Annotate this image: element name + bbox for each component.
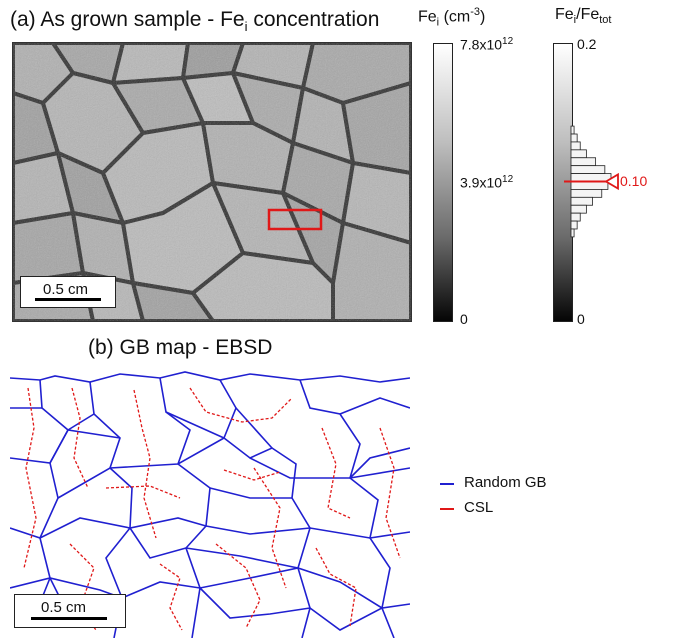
scalebar-a-line [35,298,101,301]
scalebar-b: 0.5 cm [14,594,126,628]
histogram-bar [570,141,581,151]
legend-label-random-gb: Random GB [464,474,547,491]
histogram-bar [570,165,606,174]
histogram [564,125,619,238]
histogram-bar [570,133,578,143]
histogram-title-sub1: i [573,14,577,27]
colorbar-tick-bottom: 0 [460,311,468,327]
panel-a-title-tail: concentration [247,8,380,31]
panel-a-title: (a) As grown sample - Fei concentration [10,8,379,34]
colorbar-tick-mid-exp: 12 [502,174,514,185]
csl-lines [23,387,401,631]
scalebar-b-label: 0.5 cm [41,599,87,616]
histogram-bar [570,181,609,190]
histogram-bar [570,212,581,222]
histogram-bar [570,125,575,135]
colorbar-tick-top: 7.8x1012 [460,36,513,53]
legend-swatch-csl [440,508,454,510]
histogram-bar [570,157,597,167]
histogram-marker-label: 0.10 [620,173,648,189]
colorbar-title-unit: (cm [439,8,471,26]
legend-label-csl: CSL [464,499,494,516]
histogram-marker-arrow [604,172,619,191]
histogram-bar [570,173,612,182]
histogram-title: Fei/Fetot [555,6,611,26]
colorbar-title-main: Fe [418,8,437,26]
grain-image [13,43,411,321]
histogram-bar [570,189,603,198]
panel-b-title: (b) GB map - EBSD [88,336,273,359]
colorbar [433,43,453,322]
histogram-tick-top: 0.2 [577,36,597,52]
histogram-title-main: Fe [555,6,574,23]
panel-a-title-sub: i [244,19,248,35]
scalebar-a: 0.5 cm [20,276,116,308]
legend-swatch-random-gb [440,483,454,485]
legend-item-csl: CSL [440,499,580,519]
colorbar-title: Fei (cm-3) [418,6,485,29]
colorbar-tick-mid: 3.9x1012 [460,174,513,191]
fe-concentration-map [12,42,412,322]
scalebar-a-label: 0.5 cm [43,281,89,298]
panel-a-title-text: (a) As grown sample - Fe [10,8,245,31]
colorbar-title-close: ) [480,8,486,26]
colorbar-tick-mid-mantissa: 3.9x10 [460,174,503,191]
histogram-bar [570,149,587,159]
histogram-title-sub2: tot [599,14,612,27]
colorbar-tick-top-mantissa: 7.8x10 [460,36,503,53]
colorbar-title-sub: i [436,16,440,29]
roi-box [267,208,323,231]
colorbar-tick-top-exp: 12 [502,36,514,47]
histogram-tick-bottom: 0 [577,311,585,327]
gb-map [10,368,410,638]
gb-map-svg [10,371,410,638]
histogram-bar [570,196,593,206]
histogram-bar [570,228,575,238]
scalebar-b-line [31,617,107,620]
colorbar-title-sup: -3 [470,6,481,18]
legend-item-random-gb: Random GB [440,474,580,494]
histogram-bar [570,220,578,230]
histogram-bar [570,204,587,214]
histogram-title-mid: /Fe [576,6,600,23]
